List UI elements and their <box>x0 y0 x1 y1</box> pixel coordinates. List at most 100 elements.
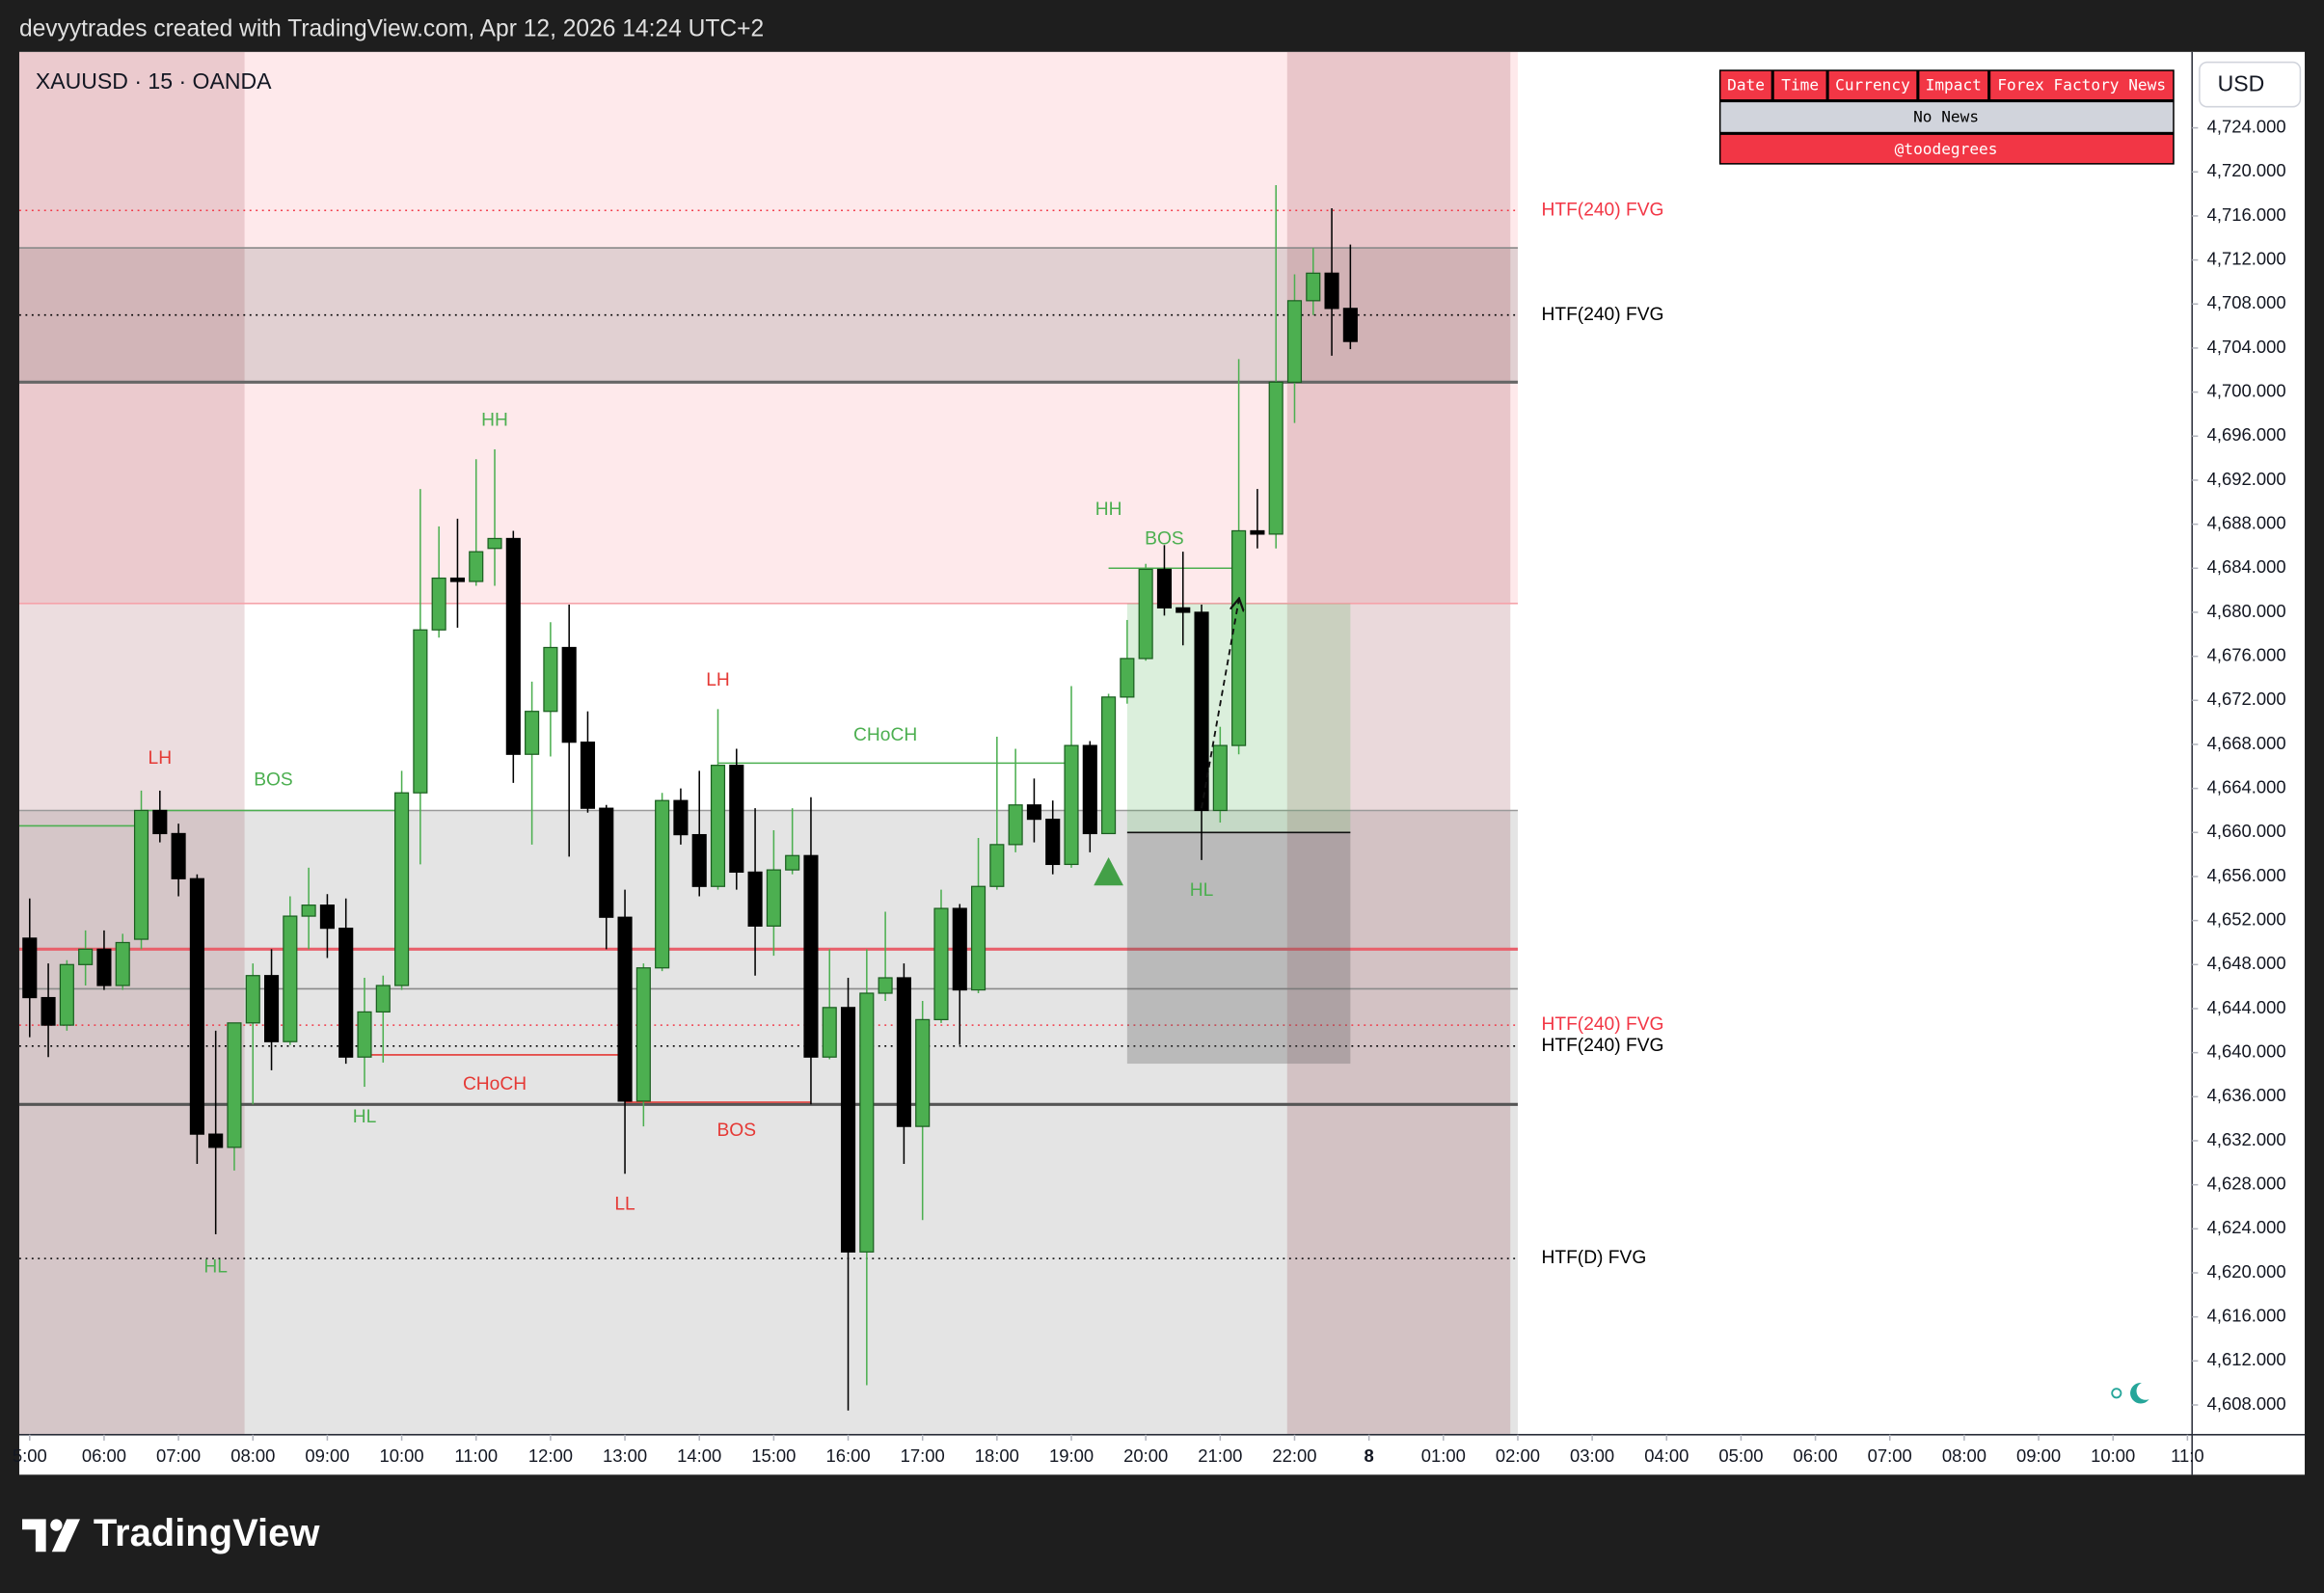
candle-body <box>1212 744 1228 812</box>
brand-logo <box>22 1519 80 1552</box>
y-tick-label: 4,700.000 <box>2207 380 2286 400</box>
candle-body <box>635 967 651 1102</box>
column-header: Forex Factory News <box>1997 76 2166 94</box>
y-tick-label: 4,696.000 <box>2207 424 2286 445</box>
candle-body <box>208 1133 224 1148</box>
structure-label: HL <box>203 1256 228 1277</box>
y-tick-label: 4,716.000 <box>2207 204 2286 225</box>
candle-body <box>245 975 260 1024</box>
candle-body <box>673 799 689 836</box>
y-tick-label: 4,672.000 <box>2207 688 2286 709</box>
x-tick-label: 15:00 <box>751 1445 796 1466</box>
y-tick-label: 4,624.000 <box>2207 1217 2286 1237</box>
candle-body <box>1231 529 1247 746</box>
y-tick-label: 4,612.000 <box>2207 1349 2286 1369</box>
candle-body <box>543 646 558 713</box>
candle-body <box>283 915 298 1042</box>
y-tick-label: 4,628.000 <box>2207 1174 2286 1194</box>
y-tick-label: 4,676.000 <box>2207 645 2286 665</box>
header-cell <box>1919 70 1988 99</box>
y-tick-label: 4,636.000 <box>2207 1085 2286 1105</box>
x-tick-label: 20:00 <box>1123 1445 1168 1466</box>
candle-body <box>78 948 94 965</box>
y-tick-label: 4,644.000 <box>2207 997 2286 1017</box>
column-header: Time <box>1781 76 1819 94</box>
y-tick-label: 4,652.000 <box>2207 909 2286 930</box>
x-tick-label: 19:00 <box>1049 1445 1094 1466</box>
candle-body <box>227 1022 242 1148</box>
x-tick-label: 11:00 <box>454 1445 498 1466</box>
candle-body <box>896 977 911 1127</box>
news-table: Date Time Currency Impact Forex Factory … <box>1718 69 2175 165</box>
candle-body <box>357 1011 372 1058</box>
candle-body <box>152 809 168 835</box>
header-cell <box>1773 70 1826 99</box>
candle-body <box>1120 658 1135 698</box>
trade-arrow <box>1201 600 1239 809</box>
candle-body <box>115 941 130 986</box>
structure-label: BOS <box>254 770 293 791</box>
news-row: No News <box>1913 108 1979 126</box>
candle-body <box>171 832 186 879</box>
candle-body <box>580 742 596 809</box>
level-label: HTF(240) FVG <box>1541 1036 1663 1056</box>
candle-body <box>189 878 204 1135</box>
y-tick-label: 4,684.000 <box>2207 556 2286 577</box>
candle-body <box>691 833 707 887</box>
stop-zone <box>1126 832 1351 1065</box>
x-tick-label: 11:0 <box>2171 1445 2204 1466</box>
candle-body <box>301 904 316 917</box>
candle-body <box>1176 607 1191 613</box>
entry-marker <box>1094 857 1123 886</box>
y-tick-label: 4,632.000 <box>2207 1129 2286 1149</box>
currency: USD <box>2218 70 2265 95</box>
level-label: HTF(240) FVG <box>1541 1014 1663 1035</box>
candle-body <box>1342 308 1358 342</box>
candle-body <box>1156 568 1173 609</box>
candle-body <box>729 765 744 874</box>
level-label: HTF(240) FVG <box>1541 200 1663 220</box>
y-tick-label: 4,640.000 <box>2207 1041 2286 1062</box>
candle-body <box>1008 804 1023 846</box>
row-cell <box>1720 102 2174 132</box>
x-tick-label: 07:00 <box>1868 1445 1912 1466</box>
x-tick-label: 09:00 <box>2016 1445 2061 1466</box>
candle-body <box>1250 529 1265 535</box>
y-tick-label: 4,668.000 <box>2207 733 2286 753</box>
candle-body <box>561 646 577 743</box>
session-band <box>1286 51 1511 1435</box>
y-tick-label: 4,620.000 <box>2207 1261 2286 1282</box>
time-axis: 5:00 06:00 07:00 08:00 09:00 10:00 11:00 12:00 1… <box>13 1434 2204 1466</box>
candle-body <box>96 948 112 986</box>
candle-body <box>803 854 819 1058</box>
zone <box>18 51 1518 604</box>
structure-label: BOS <box>717 1120 757 1141</box>
candle-body <box>989 844 1005 887</box>
level-label: HTF(240) FVG <box>1541 305 1663 325</box>
level-label: HTF(D) FVG <box>1541 1248 1646 1268</box>
structure-label: BOS <box>1145 529 1184 550</box>
candle-body <box>1194 611 1209 812</box>
y-tick-label: 4,616.000 <box>2207 1306 2286 1326</box>
candle-body <box>1082 744 1097 835</box>
currency-box[interactable] <box>2199 61 2302 108</box>
candle-body <box>933 907 949 1021</box>
candle-body <box>375 985 391 1013</box>
y-tick-label: 4,656.000 <box>2207 865 2286 885</box>
candle-body <box>747 871 763 927</box>
y-tick-label: 4,660.000 <box>2207 821 2286 841</box>
session-band <box>18 51 245 1435</box>
y-tick-label: 4,704.000 <box>2207 337 2286 357</box>
candle-body <box>952 907 967 991</box>
x-tick-label: 21:00 <box>1198 1445 1242 1466</box>
candle-body <box>971 885 986 991</box>
candle-body <box>22 937 38 999</box>
candle-body <box>840 1007 856 1253</box>
table-footer: @toodegrees <box>1895 140 1998 158</box>
candle-body <box>394 792 410 986</box>
x-tick-label: 09:00 <box>305 1445 349 1466</box>
candle-body <box>469 551 484 582</box>
x-tick-label: 06:00 <box>1794 1445 1838 1466</box>
